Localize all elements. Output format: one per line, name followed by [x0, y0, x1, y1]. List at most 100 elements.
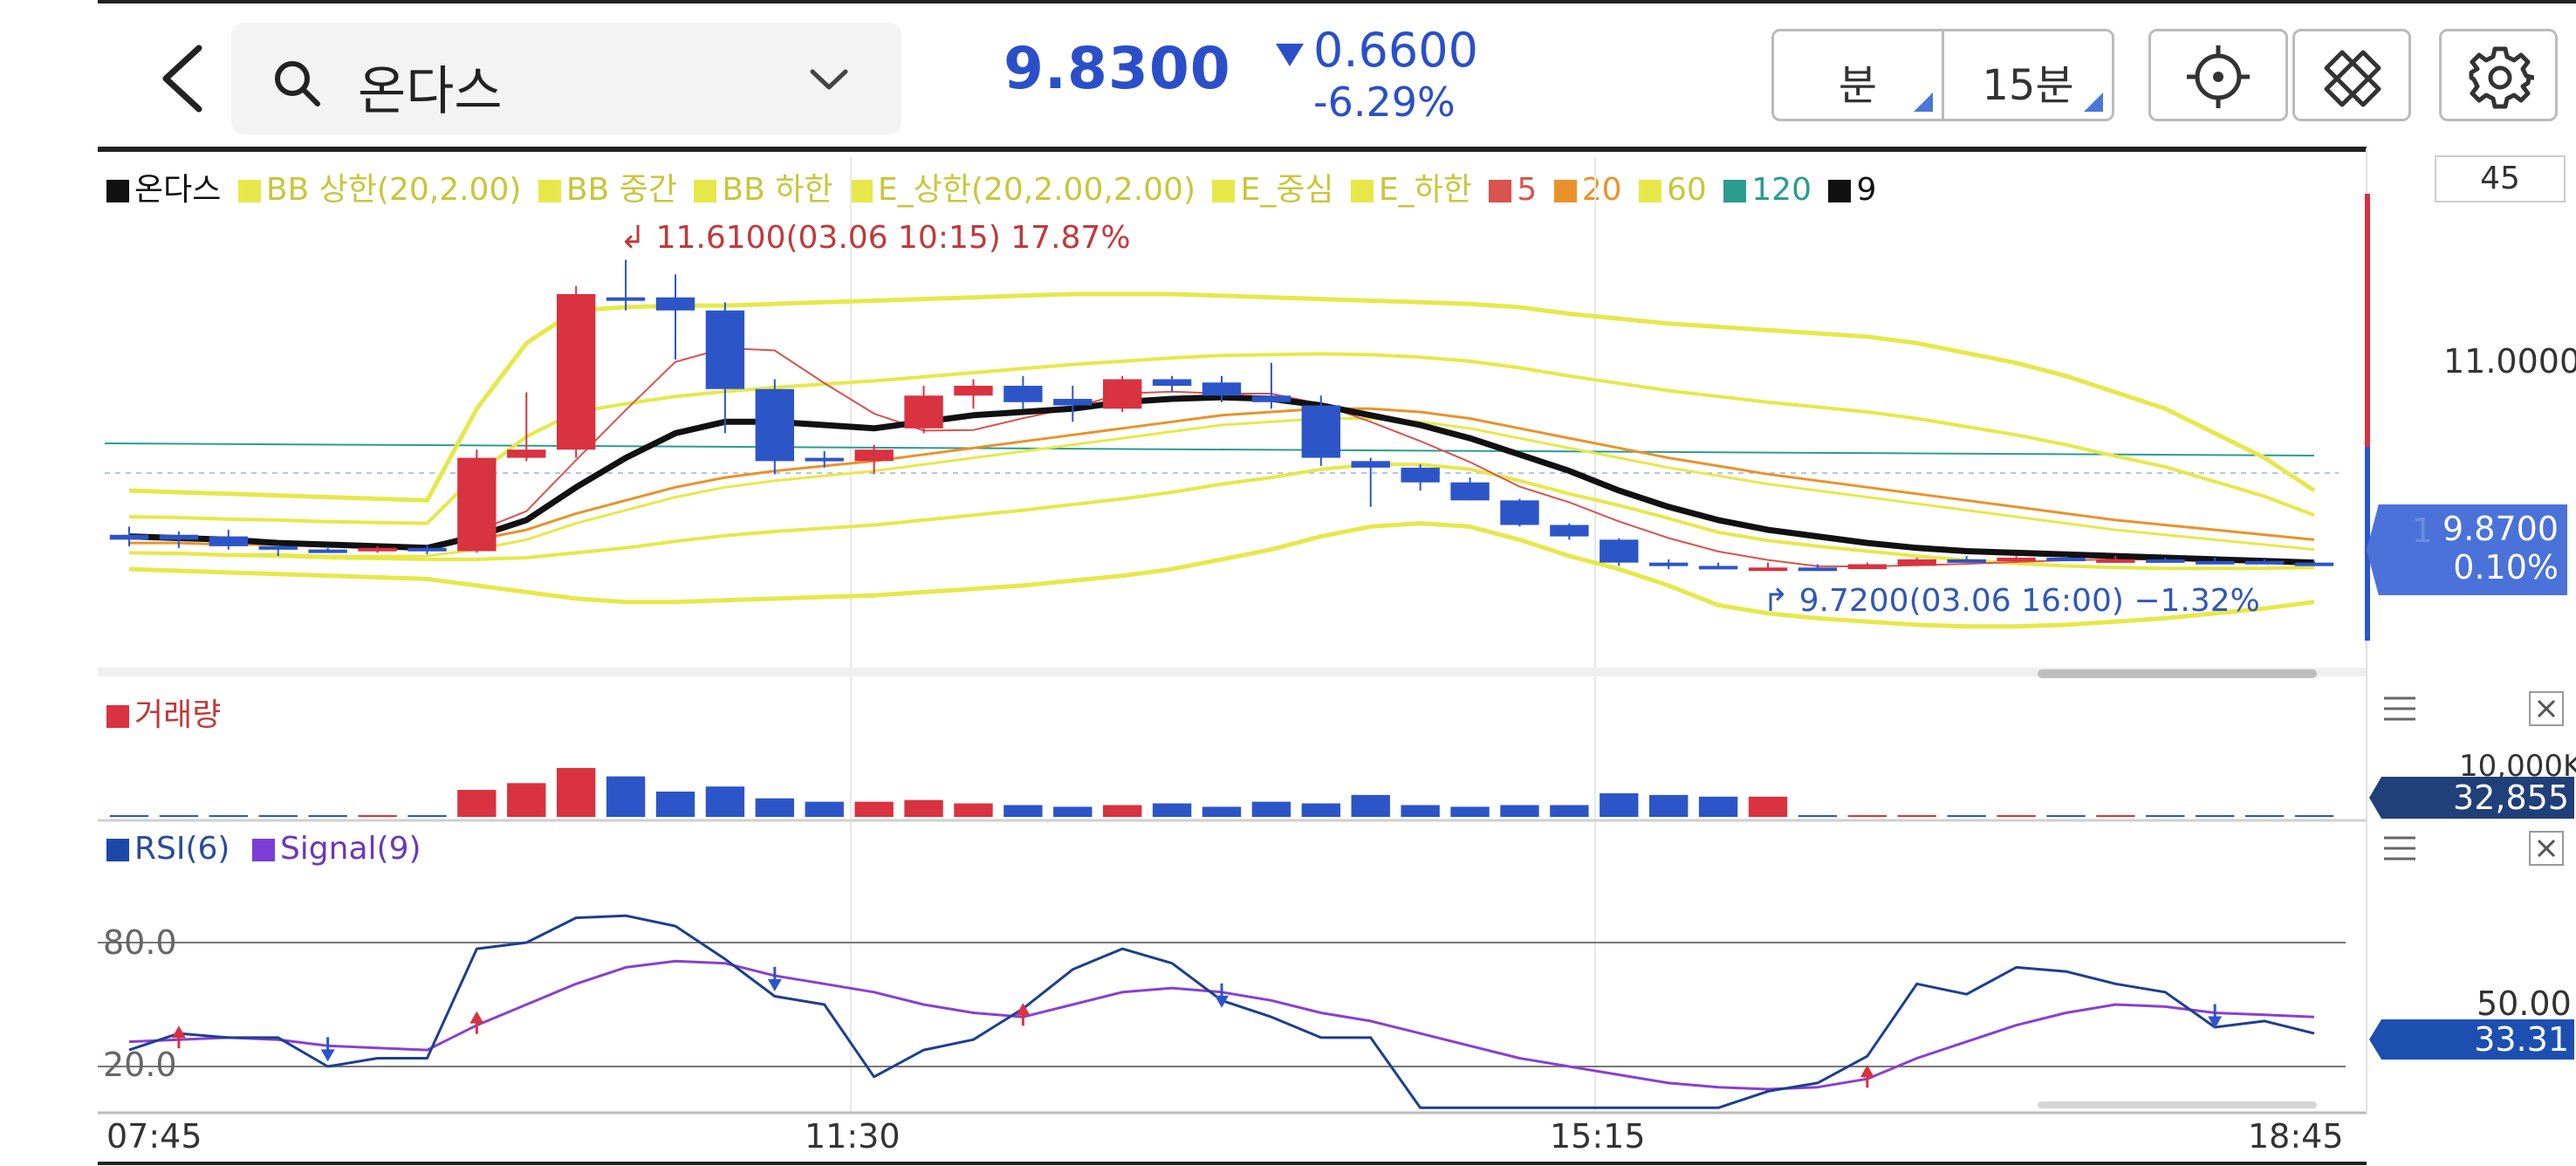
- legend-label: 온다스: [134, 172, 222, 208]
- volume-bar: [2244, 815, 2285, 817]
- volume-bar: [556, 767, 596, 817]
- volume-bar: [805, 801, 844, 817]
- candle-body: [1401, 467, 1440, 483]
- time-axis-label: 07:45: [106, 1117, 202, 1156]
- candle-body: [1450, 482, 1490, 501]
- stock-chart[interactable]: [0, 148, 2576, 1166]
- pane-separator: [98, 668, 2367, 676]
- candle-body: [507, 449, 546, 458]
- volume-bar: [655, 792, 695, 817]
- price-axis-top-box: 45: [2435, 155, 2566, 202]
- volume-bar: [1053, 806, 1093, 817]
- close-icon: [2537, 839, 2556, 858]
- interval-value-selector[interactable]: 15분: [1942, 29, 2114, 121]
- volume-bar: [1251, 801, 1291, 817]
- volume-bar: [1947, 815, 1986, 817]
- current-volume-tag: 32,855: [2369, 777, 2574, 819]
- volume-bar: [854, 801, 894, 817]
- volume-bar: [1897, 815, 1936, 817]
- drawing-tools-button[interactable]: [2292, 29, 2411, 121]
- indicator-legend: 온다스 BB 상한(20,2.00) BB 중간 BB 하한 E_상한(20,2…: [106, 164, 1883, 209]
- close-pane-button[interactable]: [2529, 691, 2564, 726]
- ma120-line: [104, 442, 2315, 456]
- volume-bar: [408, 815, 447, 817]
- rsi-line: [128, 914, 2315, 1109]
- legend-label: E_중심: [1240, 172, 1334, 208]
- volume-bar: [2294, 815, 2334, 817]
- rsi-swatch: [106, 839, 129, 861]
- current-price-tag: 1 9.8700 0.10%: [2367, 504, 2567, 595]
- rsi-legend: RSI(6) Signal(9): [106, 831, 421, 867]
- candle-body: [2294, 562, 2334, 566]
- candle-body: [1600, 539, 1639, 563]
- volume-bar: [358, 815, 397, 817]
- volume-bar: [1798, 815, 1838, 817]
- price-axis-tick: 11.0000: [2443, 342, 2576, 381]
- candle-body: [1152, 379, 1192, 387]
- candle-body: [209, 536, 249, 546]
- legend-swatch: [1350, 180, 1374, 202]
- close-pane-button[interactable]: [2529, 831, 2564, 866]
- price-axis-overlap-digit: 1: [2411, 511, 2433, 550]
- band-lines: [104, 292, 2339, 629]
- legend-swatch: [538, 180, 561, 202]
- rsi-series: [98, 914, 2346, 1109]
- volume-bar: [755, 798, 795, 817]
- legend-item: 온다스: [106, 172, 221, 208]
- hamburger-menu-icon[interactable]: [2381, 689, 2419, 728]
- horizontal-scrollbar: [2038, 1101, 2317, 1108]
- dropdown-corner-icon: [1914, 93, 1933, 112]
- interval-unit-selector[interactable]: 분: [1771, 29, 1944, 121]
- top-divider: [98, 0, 2576, 3]
- candle-body: [655, 297, 695, 311]
- volume-bar: [1102, 805, 1142, 817]
- low-arrow-icon: ↱: [1763, 583, 1799, 619]
- legend-swatch: [1828, 180, 1852, 202]
- candle-body: [1648, 562, 1689, 566]
- sell-arrow-icon: [2208, 1016, 2223, 1029]
- volume-bar: [457, 790, 497, 817]
- volume-bar: [1450, 806, 1490, 817]
- candle-body: [457, 457, 497, 552]
- candle-body: [904, 395, 943, 429]
- candle-body: [2046, 558, 2086, 562]
- volume-bar: [1748, 796, 1788, 817]
- candle-body: [408, 547, 447, 552]
- ruler-pencil-icon: [2324, 50, 2381, 107]
- candle-body: [1947, 559, 1986, 563]
- candle-body: [1053, 399, 1093, 406]
- time-axis-label: 15:15: [1550, 1117, 1646, 1156]
- candle-body: [1500, 500, 1539, 525]
- crosshair-button[interactable]: [2148, 29, 2288, 121]
- sell-arrow-icon: [767, 978, 782, 991]
- volume-bar: [109, 815, 149, 817]
- settings-button[interactable]: [2439, 29, 2558, 121]
- back-button[interactable]: [148, 39, 218, 118]
- legend-label: 20: [1581, 172, 1622, 208]
- rsi-label: RSI(6): [134, 831, 230, 867]
- horizontal-scrollbar: [2038, 669, 2317, 678]
- chevron-left-icon: [162, 45, 202, 113]
- legend-label: E_상한(20,2.00,2.00): [877, 172, 1196, 208]
- volume-bar: [507, 783, 546, 817]
- candle-body: [556, 293, 596, 450]
- candle-body: [1748, 567, 1788, 572]
- legend-label: 60: [1667, 172, 1707, 208]
- rsi-level-20-label: 20.0: [103, 1046, 177, 1084]
- high-annotation-text: 11.6100(03.06 10:15) 17.87%: [655, 220, 1131, 256]
- volume-bar: [1698, 796, 1738, 817]
- volume-bar: [258, 815, 298, 817]
- volume-bar: [1600, 792, 1639, 817]
- interval-unit-label: 분: [1838, 61, 1878, 110]
- legend-item: 9: [1828, 172, 1876, 208]
- signal-label: Signal(9): [279, 831, 421, 867]
- buy-arrow-icon: [469, 1011, 484, 1024]
- legend-swatch: [1639, 180, 1661, 202]
- candle-body: [1798, 567, 1838, 572]
- stock-search-box[interactable]: 온다스: [231, 23, 901, 134]
- volume-bar: [1500, 805, 1539, 817]
- candle-body: [1897, 559, 1936, 566]
- hamburger-menu-icon[interactable]: [2381, 829, 2419, 868]
- candle-body: [358, 547, 397, 552]
- candle-body: [258, 545, 298, 550]
